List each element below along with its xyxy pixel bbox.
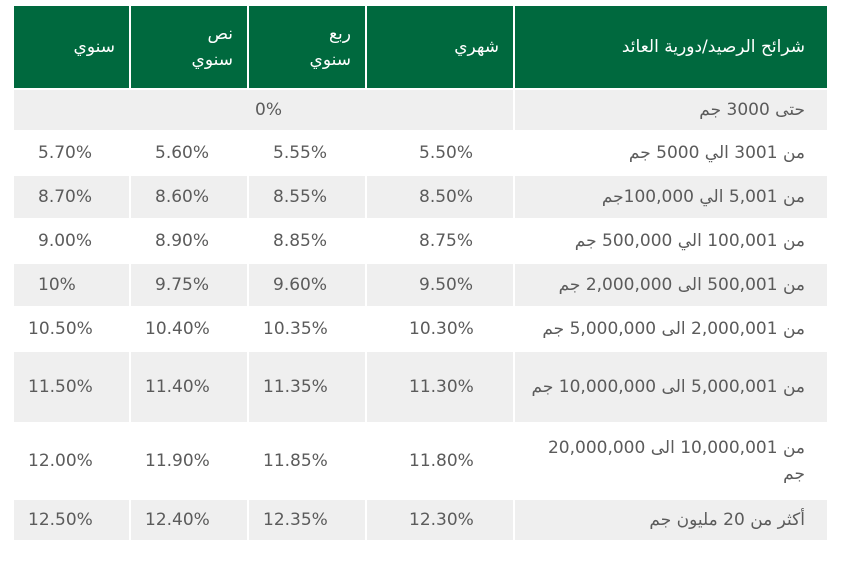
row-range: من 100,001 الي 500,000 جم — [515, 220, 827, 262]
rate-monthly: 5.50% — [367, 132, 513, 174]
rate-semiannual: 11.40% — [131, 352, 247, 422]
rate-semiannual: 12.40% — [131, 500, 247, 540]
row-range: من 2,000,001 الى 5,000,000 جم — [515, 308, 827, 350]
rate-quarterly: 11.35% — [249, 352, 365, 422]
rate-annual: 12.00% — [14, 424, 129, 498]
row-range: من 5,001 الي 100,000جم — [515, 176, 827, 218]
rate-quarterly: 5.55% — [249, 132, 365, 174]
row-range: من 500,001 الى 2,000,000 جم — [515, 264, 827, 306]
table-row: من 2,000,001 الى 5,000,000 جم 10.30% 10.… — [14, 308, 827, 350]
zero-rate-value: 0% — [255, 100, 282, 120]
table-row: من 500,001 الى 2,000,000 جم 9.50% 9.60% … — [14, 264, 827, 306]
header-monthly: شهري — [367, 6, 513, 88]
rate-semiannual: 11.90% — [131, 424, 247, 498]
table-row: من 100,001 الي 500,000 جم 8.75% 8.85% 8.… — [14, 220, 827, 262]
row-range: من 10,000,001 الى 20,000,000 جم — [515, 424, 827, 498]
rate-annual: 9.00% — [14, 220, 129, 262]
rate-annual: 11.50% — [14, 352, 129, 422]
rate-monthly: 11.80% — [367, 424, 513, 498]
table-row: من 10,000,001 الى 20,000,000 جم 11.80% 1… — [14, 424, 827, 498]
rate-monthly: 9.50% — [367, 264, 513, 306]
row-range: حتى 3000 جم — [515, 90, 827, 130]
row-range: أكثر من 20 مليون جم — [515, 500, 827, 540]
rate-annual: 5.70% — [14, 132, 129, 174]
table-row: من 5,000,001 الى 10,000,000 جم 11.30% 11… — [14, 352, 827, 422]
rate-semiannual: 8.60% — [131, 176, 247, 218]
header-quarterly: ربع سنوي — [249, 6, 365, 88]
interest-rates-table: شرائح الرصيد/دورية العائد شهري ربع سنوي … — [12, 4, 829, 542]
rate-semiannual: 10.40% — [131, 308, 247, 350]
header-semiannual-label: نص سنوي — [191, 24, 233, 70]
header-quarterly-label: ربع سنوي — [309, 24, 351, 70]
rate-quarterly: 11.85% — [249, 424, 365, 498]
rate-quarterly: 12.35% — [249, 500, 365, 540]
header-annual: سنوي — [14, 6, 129, 88]
rate-monthly: 12.30% — [367, 500, 513, 540]
table-row: حتى 3000 جم 0% — [14, 90, 827, 130]
table-row: أكثر من 20 مليون جم 12.30% 12.35% 12.40%… — [14, 500, 827, 540]
rate-semiannual: 5.60% — [131, 132, 247, 174]
rate-monthly: 10.30% — [367, 308, 513, 350]
rate-semiannual: 9.75% — [131, 264, 247, 306]
row-rate-zero: 0% — [14, 90, 513, 130]
rate-monthly: 8.50% — [367, 176, 513, 218]
rate-semiannual: 8.90% — [131, 220, 247, 262]
rate-annual: 10.50% — [14, 308, 129, 350]
table-row: من 3001 الي 5000 جم 5.50% 5.55% 5.60% 5.… — [14, 132, 827, 174]
rate-quarterly: 8.55% — [249, 176, 365, 218]
rate-monthly: 8.75% — [367, 220, 513, 262]
rate-quarterly: 9.60% — [249, 264, 365, 306]
rate-annual: 10% — [14, 264, 129, 306]
rate-monthly: 11.30% — [367, 352, 513, 422]
header-semiannual: نص سنوي — [131, 6, 247, 88]
rate-quarterly: 8.85% — [249, 220, 365, 262]
rate-annual: 12.50% — [14, 500, 129, 540]
table-row: من 5,001 الي 100,000جم 8.50% 8.55% 8.60%… — [14, 176, 827, 218]
table-header-row: شرائح الرصيد/دورية العائد شهري ربع سنوي … — [14, 6, 827, 88]
row-range: من 3001 الي 5000 جم — [515, 132, 827, 174]
header-balance-range: شرائح الرصيد/دورية العائد — [515, 6, 827, 88]
row-range: من 5,000,001 الى 10,000,000 جم — [515, 352, 827, 422]
rate-quarterly: 10.35% — [249, 308, 365, 350]
rate-annual: 8.70% — [14, 176, 129, 218]
